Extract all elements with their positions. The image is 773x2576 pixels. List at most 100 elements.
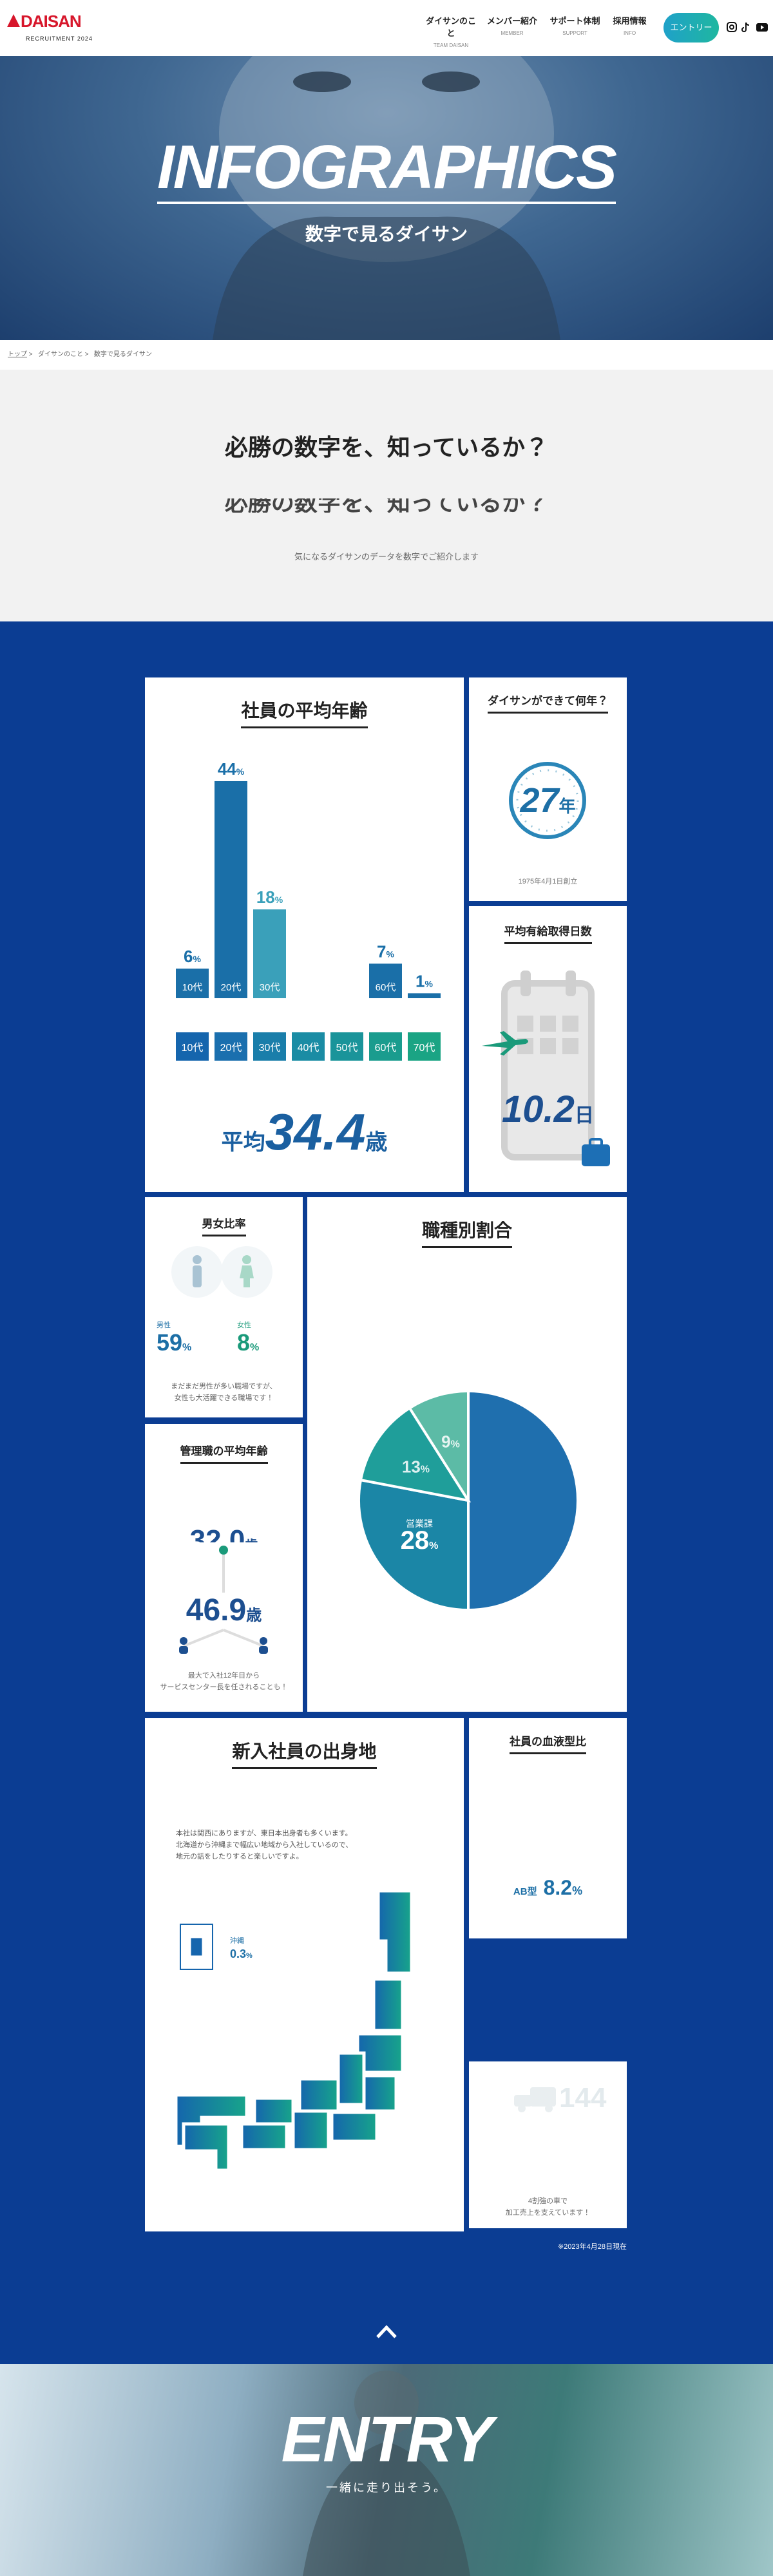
- age-chart: 10代 20代 30代 40代 50代 60代 70代 10代 6% 20代 44% 30代 18% 60…: [176, 759, 441, 1061]
- nav-item[interactable]: ダイサンのこと TEAM DAISAN: [422, 14, 480, 48]
- hero-photo: [213, 56, 560, 340]
- manager-value: 46.9歳: [145, 1593, 303, 1628]
- age-axis-box: [253, 1032, 286, 1061]
- manager-youngest: 32.0歳: [145, 1524, 303, 1542]
- pie-value-unit: %: [451, 1439, 460, 1450]
- age-bar-category: 20代: [221, 982, 242, 993]
- age-bar-value: 1: [415, 971, 425, 990]
- manager-unit: 歳: [246, 1607, 262, 1624]
- leave-number: 10.2: [502, 1088, 575, 1130]
- as-of-note: ※2023年4月28日現在: [557, 2243, 627, 2251]
- nav-item[interactable]: サポート体制 SUPPORT: [548, 14, 602, 36]
- age-bar-unit: %: [275, 895, 283, 905]
- origin-unit: %: [246, 1952, 253, 1960]
- founded-value: 27年: [469, 781, 627, 820]
- text-line: 本社は関西にありますが、東日本出身者も多くいます。: [176, 1830, 352, 1837]
- pie-slice: [359, 1406, 472, 1502]
- nav-label: サポート体制: [549, 16, 600, 26]
- leave-value: 10.2日: [469, 1088, 627, 1131]
- age-axis-box: [408, 1032, 441, 1061]
- blood-number: 8.2: [543, 1876, 573, 1899]
- intro-heading-echo: 必勝の数字を、知っているか？: [0, 498, 773, 513]
- social-icons[interactable]: [727, 22, 769, 33]
- nav-label: 採用情報: [613, 16, 647, 26]
- founded-unit: 年: [558, 797, 576, 816]
- pie-slice-label: 営業課: [406, 1519, 433, 1529]
- founded-note: 1975年4月1日創立: [518, 878, 578, 886]
- age-axis-box: [369, 1032, 402, 1061]
- fleet-value: 144: [559, 2082, 607, 2114]
- note-line: サービスセンター長を任されることも！: [160, 1683, 288, 1691]
- text-line: 北海道から沖縄まで幅広い地域から入社しているので、: [176, 1841, 353, 1849]
- nav-item[interactable]: 採用情報 INFO: [609, 14, 651, 36]
- gender-number: 8: [237, 1329, 251, 1356]
- nav-item[interactable]: メンバー紹介 MEMBER: [486, 14, 538, 36]
- age-axis-label: 30代: [259, 1042, 281, 1054]
- age-axis-label: 10代: [182, 1042, 204, 1054]
- age-bar-value: 44: [218, 759, 236, 779]
- note-line: 最大で入社12年目から: [187, 1672, 260, 1680]
- age-axis-box: [215, 1032, 247, 1061]
- gender-number: 59: [157, 1329, 183, 1356]
- gender-icons: [171, 1246, 272, 1298]
- card-title-text: 管理職の平均年齢: [180, 1442, 268, 1464]
- clock-icon: [509, 762, 586, 839]
- intro-lead: 気になるダイサンのデータを数字でご紹介します: [294, 552, 479, 562]
- card-title-text: 平均有給取得日数: [504, 922, 592, 944]
- entry-button[interactable]: エントリー: [663, 13, 719, 43]
- text-line: 地元の話をしたりすると楽しいですよ。: [176, 1853, 303, 1861]
- age-bar: [176, 969, 209, 998]
- nav-sub: SUPPORT: [562, 30, 587, 36]
- card-title: 社員の平均年齢: [145, 697, 464, 728]
- origin-unit: %: [405, 1846, 412, 1853]
- age-bar-label: 6%: [184, 947, 201, 966]
- age-bar-category: 30代: [260, 982, 280, 993]
- nav-sub: TEAM DAISAN: [433, 43, 469, 48]
- manager-note: 最大で入社12年目からサービスセンター長を任されることも！: [145, 1670, 303, 1693]
- truck-icon: [514, 2087, 556, 2112]
- breadcrumb-link[interactable]: トップ: [8, 351, 27, 358]
- intro-heading: 必勝の数字を、知っているか？: [224, 434, 549, 460]
- card-title: 男女比率: [145, 1215, 303, 1236]
- entry-title: ENTRY: [281, 2403, 493, 2476]
- age-axis-label: 40代: [298, 1042, 320, 1054]
- hero-title: INFOGRAPHICS: [0, 132, 773, 204]
- age-bar: [408, 993, 441, 998]
- breadcrumb-current: 数字で見るダイサン: [93, 351, 152, 358]
- card-title: 平均有給取得日数: [469, 922, 627, 944]
- manager-youngest-number: 32.0: [189, 1524, 245, 1542]
- hero-title-text: INFOGRAPHICS: [157, 133, 617, 204]
- origin-card: 新入社員の出身地 本社は関西にありますが、東日本出身者も多くいます。 北海道から沖…: [145, 1718, 464, 2231]
- origin-value: 0.3%: [230, 1947, 253, 1961]
- nav-sub: MEMBER: [501, 30, 524, 36]
- gender-unit: %: [250, 1342, 260, 1353]
- origin-label: 沖縄: [230, 1937, 244, 1945]
- origin-value: 0.3%: [388, 1841, 412, 1855]
- card-title-text: 男女比率: [202, 1215, 246, 1236]
- blood-label: AB型: [513, 1886, 537, 1897]
- age-bar: [215, 781, 247, 998]
- card-title: 職種別割合: [307, 1217, 627, 1248]
- pie-value-unit: %: [429, 1540, 438, 1551]
- age-bar-unit: %: [193, 954, 202, 964]
- age-bar-label: 44%: [218, 759, 245, 779]
- breadcrumb-link[interactable]: ダイサンのこと: [37, 351, 83, 358]
- age-axis-label: 20代: [220, 1042, 242, 1054]
- blood-value: AB型 8.2%: [469, 1876, 627, 1900]
- fleet-note: 4割強の車で 加工売上を支えています！: [469, 2195, 627, 2219]
- japan-map: [174, 1889, 414, 2172]
- pie-value-number: 28: [401, 1526, 430, 1555]
- manager-number: 46.9: [186, 1593, 247, 1627]
- manager-card: 管理職の平均年齢 32.0歳 46.9歳 最大で入社12年目からサービスセンター…: [145, 1424, 303, 1712]
- note-line: 加工売上を支えています！: [505, 2209, 591, 2217]
- founded-number: 27: [520, 781, 559, 820]
- gender-value: 8%: [237, 1329, 259, 1356]
- entry-section[interactable]: ENTRY 一緒に走り出そう。: [0, 2364, 773, 2576]
- leave-unit: 日: [574, 1105, 594, 1126]
- age-bar-unit: %: [236, 766, 245, 777]
- breadcrumb: トップ > ダイサンのこと > 数字で見るダイサン: [0, 340, 773, 370]
- pie-value-number: 13: [402, 1457, 421, 1477]
- page-top-arrow[interactable]: [374, 2322, 399, 2341]
- nav-label: メンバー紹介: [486, 16, 537, 26]
- intro: 必勝の数字を、知っているか？ 必勝の数字を、知っているか？ 気になるダイサンのデ…: [0, 370, 773, 621]
